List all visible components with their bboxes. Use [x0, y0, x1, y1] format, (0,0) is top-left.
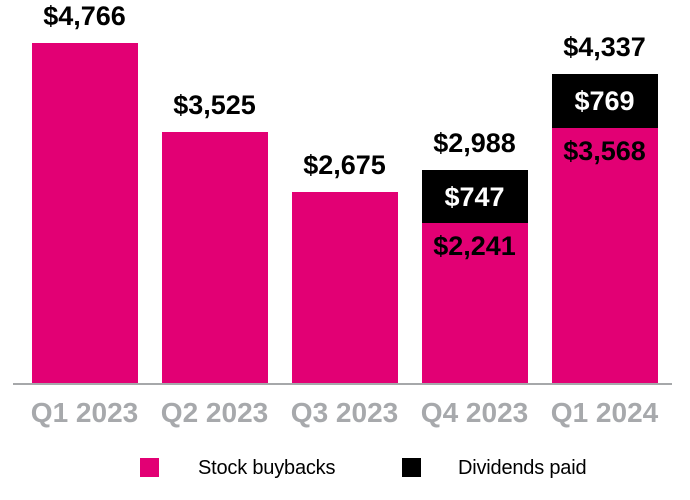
segment-label-buybacks-q4-2023: $2,241 [433, 231, 516, 262]
x-tick-q1-2023: Q1 2023 [30, 397, 139, 428]
plot-area: $4,766 $3,525 $2,675 $747 $2,241 $2,988 $769 $3… [13, 1, 672, 385]
bar-q2-2023 [161, 131, 268, 383]
dividends-q1-2024: $769 [551, 73, 658, 129]
buybacks-q4-2023: $2,241 [421, 223, 528, 383]
total-label-q4-2023: $2,988 [433, 127, 516, 158]
x-tick-q4-2023: Q4 2023 [420, 397, 529, 428]
x-tick-q3-2023: Q3 2023 [290, 397, 399, 428]
segment-label-buybacks-q1-2024: $3,568 [563, 136, 646, 167]
legend-label-dividends-paid: Dividends paid [458, 457, 587, 479]
total-label-q1-2024: $4,337 [563, 31, 646, 62]
x-axis-labels: Q1 2023 Q2 2023 Q3 2023 Q4 2023 Q1 2024 [0, 398, 690, 430]
legend: Stock buybacks Dividends paid [0, 455, 690, 483]
dividends-q4-2023: $747 [421, 169, 528, 224]
buybacks-q3-2023 [291, 192, 398, 383]
bar-q4-2023: $747 $2,241 [421, 169, 528, 383]
legend-swatch-stock-buybacks [140, 458, 159, 477]
buybacks-q2-2023 [161, 131, 268, 383]
buybacks-q1-2023 [31, 43, 138, 383]
x-tick-q1-2024: Q1 2024 [550, 397, 659, 428]
total-label-q3-2023: $2,675 [303, 150, 386, 181]
segment-label-dividends-q4-2023: $747 [444, 181, 505, 212]
buybacks-q1-2024: $3,568 [551, 128, 658, 383]
bar-q1-2023 [31, 43, 138, 383]
bar-q3-2023 [291, 192, 398, 383]
legend-swatch-dividends-paid [402, 458, 421, 477]
x-axis-line [13, 383, 672, 385]
legend-label-stock-buybacks: Stock buybacks [198, 457, 336, 479]
total-label-q1-2023: $4,766 [43, 1, 126, 31]
bar-q1-2024: $769 $3,568 [551, 73, 658, 383]
x-tick-q2-2023: Q2 2023 [160, 397, 269, 428]
total-label-q2-2023: $3,525 [173, 89, 256, 120]
segment-label-dividends-q1-2024: $769 [574, 86, 635, 117]
